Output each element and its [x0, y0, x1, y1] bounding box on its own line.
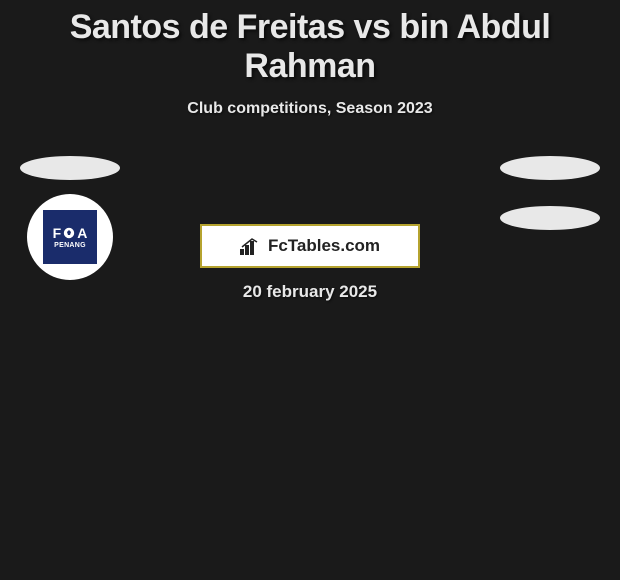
- right-club-flag: [500, 206, 600, 230]
- stat-bars-column: 129Matches20Goals00Hattricks0.17Goals pe…: [137, 156, 483, 212]
- right-player-column: [490, 156, 610, 230]
- page-title: Santos de Freitas vs bin Abdul Rahman: [0, 8, 620, 86]
- badge-letter-a: A: [77, 226, 87, 240]
- badge-letter-f: F: [53, 226, 62, 240]
- snapshot-date: 20 february 2025: [0, 282, 620, 302]
- left-player-column: F A PENANG: [10, 156, 130, 280]
- chart-icon: [240, 237, 262, 255]
- comparison-block: F A PENANG 129Matches20Goals00Hattricks0…: [0, 156, 620, 212]
- left-club-badge: F A PENANG: [27, 194, 113, 280]
- subtitle: Club competitions, Season 2023: [0, 100, 620, 118]
- branding-text: FcTables.com: [268, 236, 380, 256]
- badge-club-name: PENANG: [54, 242, 86, 249]
- branding-box: FcTables.com: [200, 224, 420, 268]
- right-country-flag: [500, 156, 600, 180]
- left-country-flag: [20, 156, 120, 180]
- infographic-container: Santos de Freitas vs bin Abdul Rahman Cl…: [0, 0, 620, 302]
- soccer-ball-icon: [63, 227, 75, 239]
